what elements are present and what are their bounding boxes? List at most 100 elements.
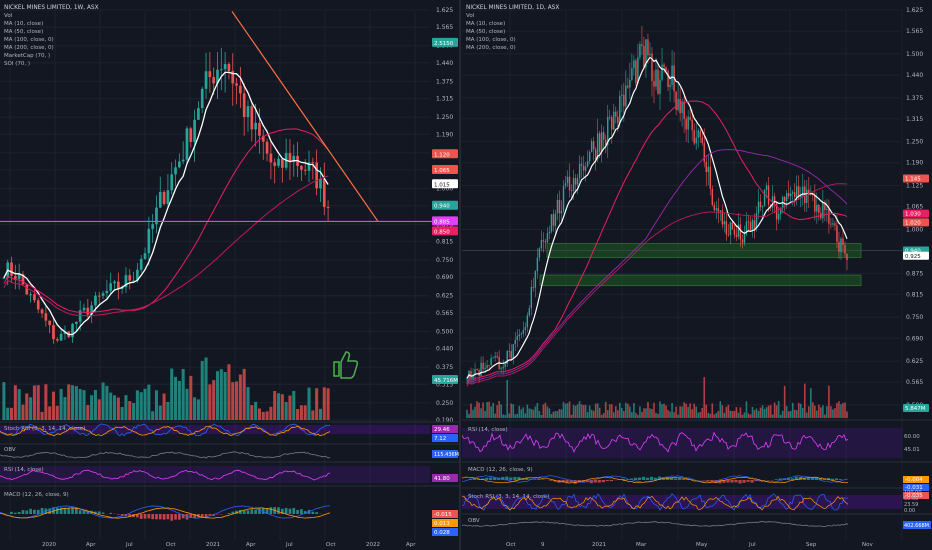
macd-histogram-bar (585, 480, 589, 483)
volume-bar (494, 413, 496, 418)
candle-body (532, 286, 535, 288)
volume-bar (82, 390, 86, 420)
candle-body (838, 241, 840, 252)
macd-histogram-bar (674, 478, 678, 480)
y-tick-label: 1.190 (436, 131, 453, 138)
candle-body (737, 224, 740, 237)
candle-body (550, 214, 553, 232)
y-tick-label: 0.625 (436, 293, 453, 300)
candle-body (785, 193, 788, 202)
macd-histogram-bar (714, 480, 718, 484)
volume-bar (257, 408, 261, 420)
y-tick-label: 1.625 (436, 7, 453, 14)
volume-bar (570, 414, 573, 418)
macd-badge (432, 519, 458, 527)
volume-bar (701, 407, 704, 418)
volume-bar (246, 387, 250, 420)
volume-bar (651, 409, 653, 418)
candle-body (663, 64, 665, 68)
legend-item: MA (200, close, 0) (4, 45, 54, 51)
candle-body (227, 64, 231, 72)
volume-bar (486, 401, 488, 418)
volume-bar (526, 404, 529, 418)
obv-line (0, 451, 331, 459)
macd-histogram-bar (653, 477, 658, 480)
volume-bar (832, 409, 834, 418)
volume-bar (496, 405, 498, 418)
volume-bar (753, 410, 756, 418)
volume-bar (44, 384, 48, 420)
candle-body (564, 183, 567, 187)
y-tick-label: 1.565 (906, 28, 923, 35)
candle-body (677, 99, 679, 110)
stoch-badge (432, 434, 458, 442)
volume-bar (737, 412, 740, 418)
volume-bar (671, 403, 673, 418)
candle-body (828, 208, 830, 224)
candle-body (300, 165, 303, 170)
volume-bar (709, 413, 712, 418)
macd-histogram-bar (726, 480, 730, 483)
candle-body (478, 370, 480, 376)
macd-histogram-bar (601, 480, 605, 483)
macd-histogram-bar (86, 511, 90, 514)
volume-bar (74, 386, 78, 420)
candle-body (258, 122, 261, 136)
volume-bar (629, 406, 631, 418)
volume-bar (568, 401, 571, 418)
volume-bar (836, 402, 838, 418)
macd-histogram-bar (254, 509, 257, 514)
candle-body (568, 176, 571, 191)
price-badge (432, 37, 458, 47)
candle-body (800, 195, 802, 198)
macd-histogram-bar (36, 509, 40, 514)
volume-bar (675, 406, 677, 418)
macd-histogram-bar (170, 514, 174, 521)
y-tick-label: 1.375 (906, 95, 923, 102)
volume-bar (604, 401, 607, 418)
macd-histogram-bar (21, 510, 25, 514)
macd-badge-label: 0.013 (434, 521, 450, 527)
candle-body (743, 233, 746, 243)
candle-body (504, 363, 506, 368)
price-badge (903, 174, 929, 183)
candle-body (10, 262, 13, 276)
price-badge-label: 5.847M (905, 406, 926, 412)
macd-histogram-bar (128, 514, 132, 517)
macd-histogram-bar (48, 508, 52, 514)
candle-body (288, 153, 292, 163)
volume-bar (478, 402, 480, 418)
volume-bar (21, 404, 25, 420)
macd-histogram-bar (742, 480, 746, 483)
macd-histogram-bar (292, 508, 296, 514)
y-tick-label: 1.190 (906, 160, 923, 167)
price-badge (432, 200, 458, 210)
volume-bar (612, 412, 615, 418)
volume-bar (596, 403, 599, 418)
volume-bar (783, 385, 786, 418)
price-badge (432, 165, 458, 174)
y-tick-label: 1.250 (436, 114, 453, 121)
macd-histogram-bar (143, 514, 147, 519)
macd-histogram-bar (189, 514, 193, 518)
y-tick-label: 0.565 (436, 310, 453, 317)
x-tick-label: Oct (166, 542, 176, 548)
candle-body (607, 116, 609, 146)
candle-body (33, 294, 36, 301)
thumbs-up-icon (333, 351, 359, 379)
volume-bar (512, 404, 515, 418)
volume-bar (739, 407, 742, 418)
candle-body (576, 178, 579, 185)
candle-body (637, 57, 639, 84)
macd-histogram-bar (78, 510, 82, 514)
volume-bar (59, 388, 63, 420)
candle-body (254, 122, 257, 130)
candle-body (792, 192, 794, 194)
volume-bar (824, 414, 826, 418)
candle-body (814, 195, 816, 212)
legend-item: MA (10, close) (4, 21, 43, 27)
macd-histogram-bar (136, 514, 139, 518)
candle-body (55, 339, 59, 341)
volume-bar (124, 395, 128, 420)
macd-histogram-bar (17, 511, 21, 514)
